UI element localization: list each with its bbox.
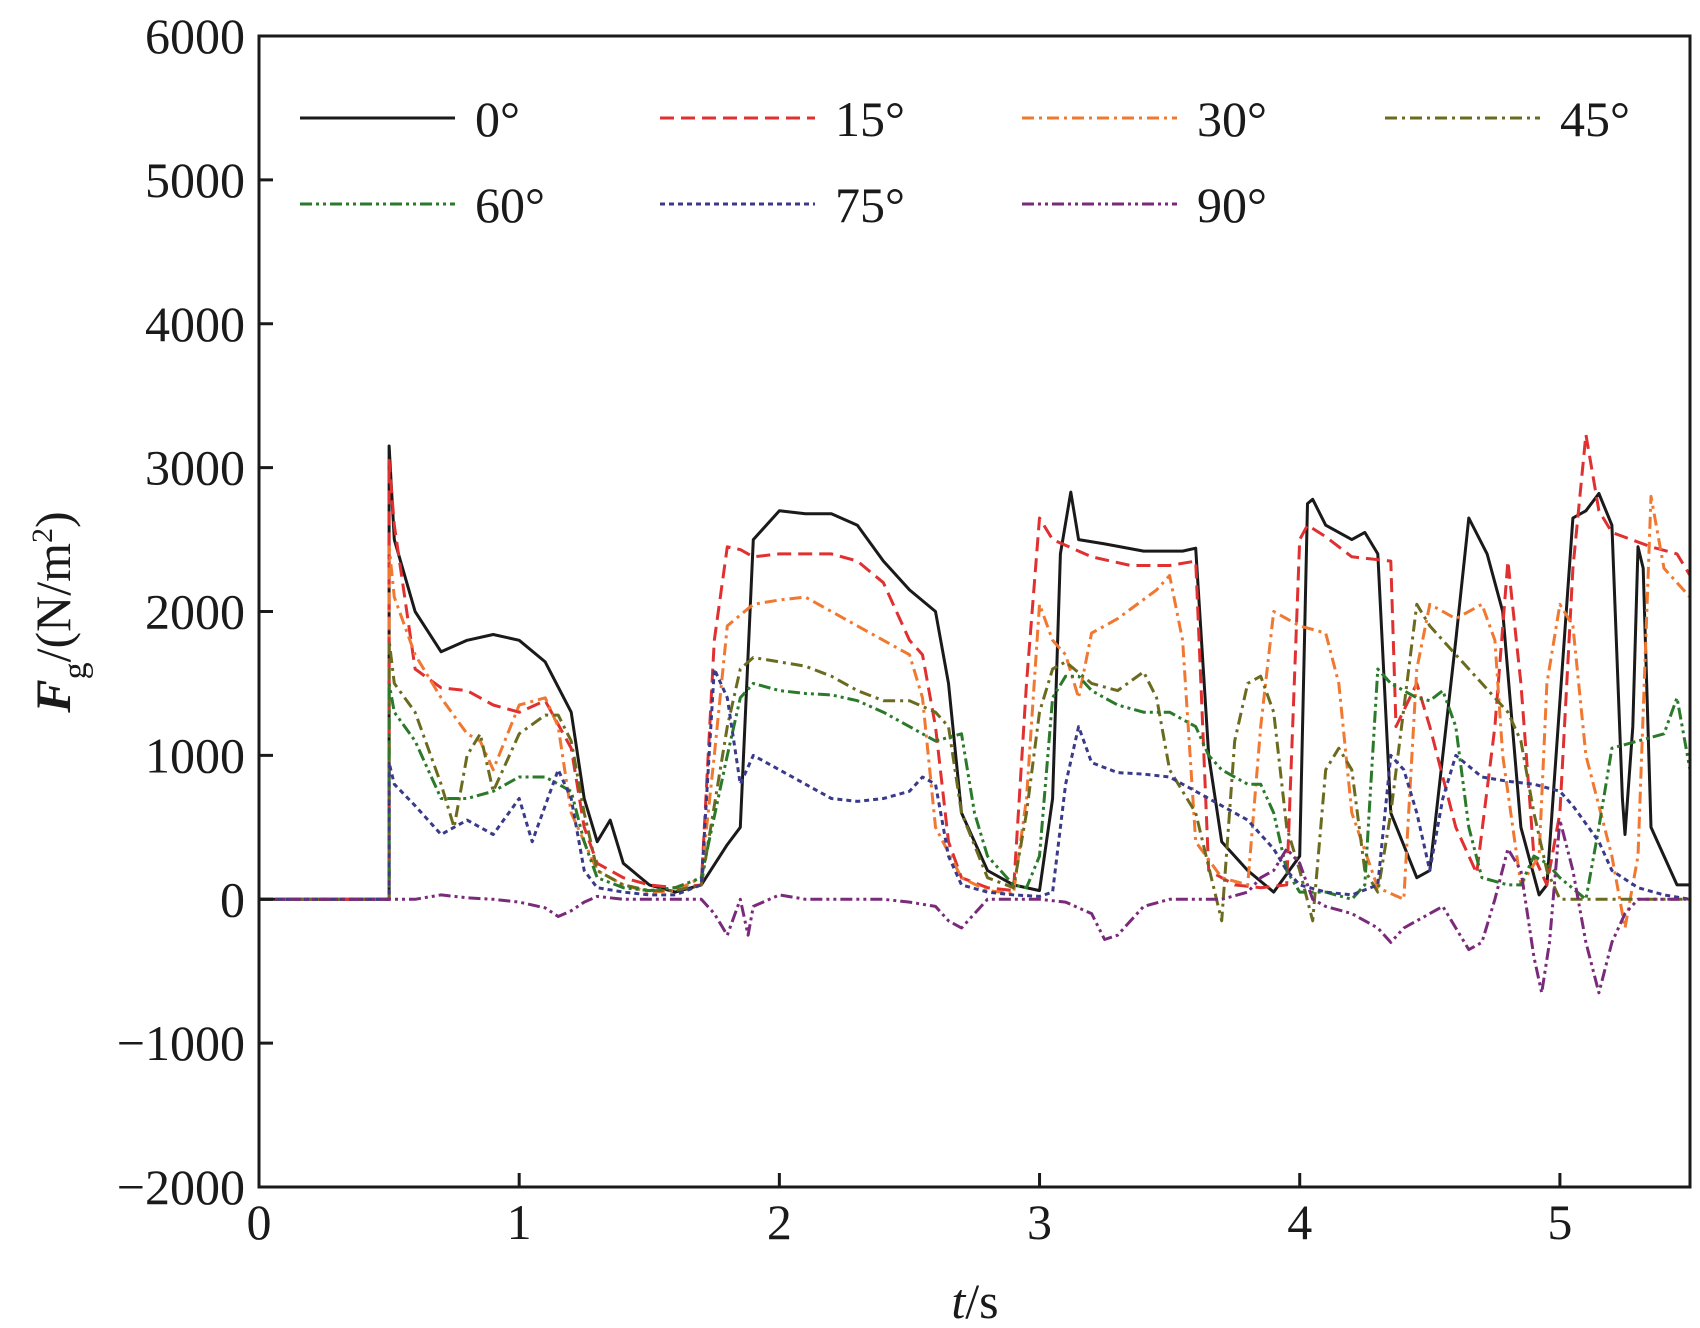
y-axis-title-unit-superscript: 2 [26,528,59,543]
series-line-4 [259,667,1692,901]
y-tick-label: 0 [220,871,245,927]
series-line-3 [259,602,1690,923]
series-line-5 [259,667,1691,901]
x-axis-title-variable: t [951,1273,966,1328]
y-tick-label: −1000 [117,1015,245,1071]
y-tick-label: 2000 [145,584,245,640]
x-tick-label: 1 [507,1194,532,1250]
legend-label-3: 45° [1560,91,1630,147]
legend-label-1: 15° [835,91,905,147]
y-tick-label: 4000 [145,296,245,352]
y-axis-title-unit-suffix: ) [25,511,81,528]
y-tick-label: −2000 [117,1159,245,1215]
legend-label-5: 75° [835,177,905,233]
y-axis-title-subscript: g [57,662,94,679]
legend-label-6: 90° [1197,177,1267,233]
x-tick-label: 0 [247,1194,272,1250]
x-axis-title: t/s [951,1273,998,1328]
x-tick-label: 2 [767,1194,792,1250]
y-tick-label: 5000 [145,152,245,208]
series-line-0 [259,444,1690,901]
x-tick-label: 3 [1027,1194,1052,1250]
y-axis: −2000 −1000 0 1000 2000 3000 4000 5000 6000 [117,8,273,1215]
y-axis-title-unit-prefix: /(N/m [25,543,81,663]
x-axis: 0 1 2 3 4 5 [247,1173,1572,1250]
legend-label-4: 60° [475,177,545,233]
x-axis-title-unit: /s [965,1273,998,1328]
y-tick-label: 6000 [145,8,245,64]
y-axis-title: Fg/(N/m2) [25,511,94,713]
y-axis-title-symbol: F [25,679,81,713]
legend-label-2: 30° [1197,91,1267,147]
plot-frame [257,34,1692,1189]
y-tick-label: 3000 [145,440,245,496]
y-tick-label: 1000 [145,727,245,783]
x-tick-label: 4 [1287,1194,1312,1250]
series-line-6 [259,818,1690,995]
series-line-1 [259,433,1692,901]
legend: 0° 15° 30° 45° 60° 75° 90° [300,91,1630,233]
x-tick-label: 5 [1547,1194,1572,1250]
series-lines [259,433,1692,995]
series-line-2 [259,494,1692,930]
legend-label-0: 0° [475,91,520,147]
